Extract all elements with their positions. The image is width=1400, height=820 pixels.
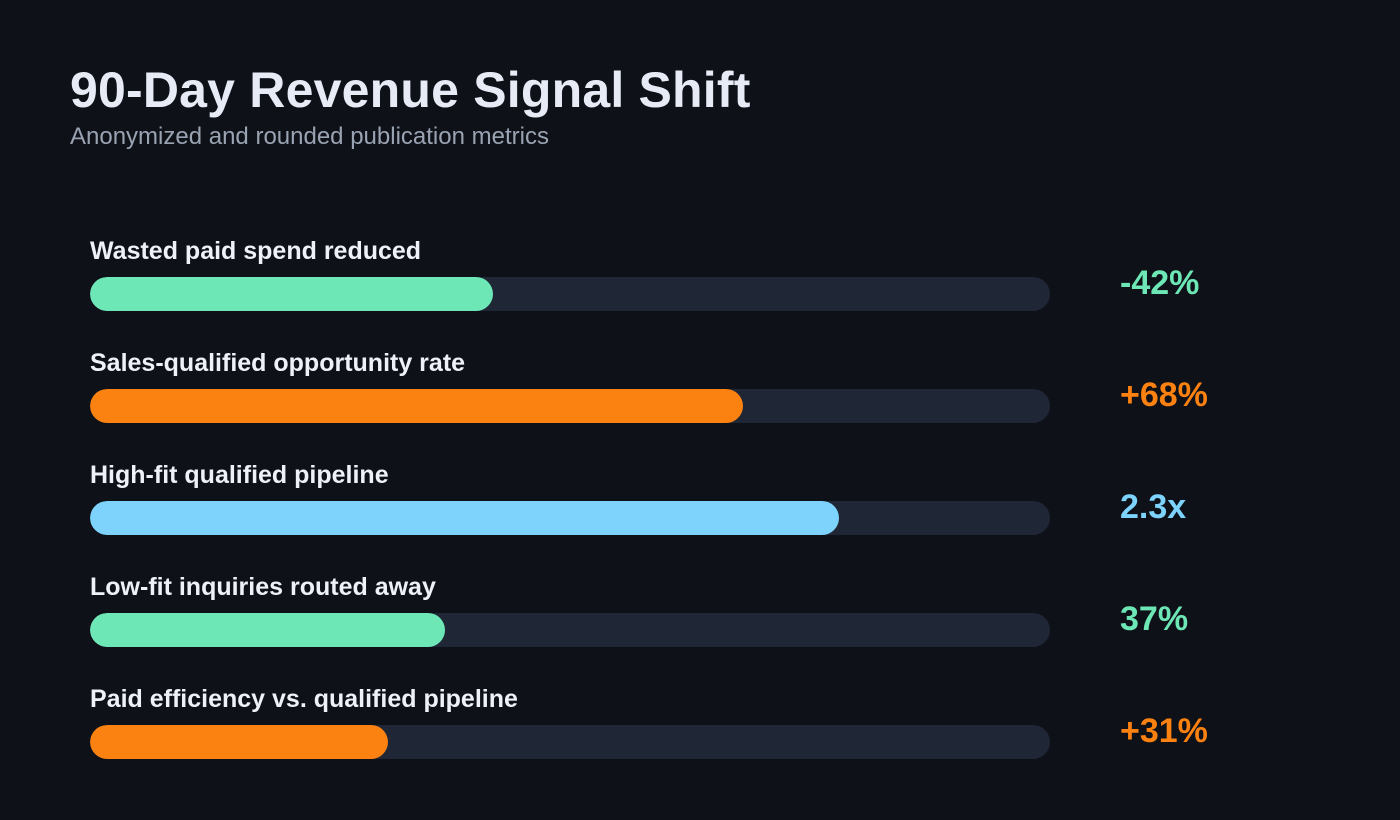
metric-label: Paid efficiency vs. qualified pipeline bbox=[90, 685, 518, 713]
bar-fill bbox=[90, 277, 493, 311]
metric-row: Wasted paid spend reduced -42% bbox=[90, 236, 1290, 326]
metric-row: High-fit qualified pipeline 2.3x bbox=[90, 460, 1290, 550]
metric-row: Low-fit inquiries routed away 37% bbox=[90, 572, 1290, 662]
metric-row: Sales-qualified opportunity rate +68% bbox=[90, 348, 1290, 438]
bar-track bbox=[90, 501, 1050, 535]
metric-value-label: +31% bbox=[1120, 712, 1208, 750]
metric-value-label: -42% bbox=[1120, 264, 1200, 302]
bar-fill bbox=[90, 613, 445, 647]
metric-label: High-fit qualified pipeline bbox=[90, 461, 389, 489]
bar-fill bbox=[90, 389, 743, 423]
bar-fill bbox=[90, 501, 839, 535]
bar-track bbox=[90, 725, 1050, 759]
metric-value-label: 37% bbox=[1120, 600, 1189, 638]
chart-title: 90-Day Revenue Signal Shift bbox=[70, 62, 751, 118]
metric-value-label: +68% bbox=[1120, 376, 1208, 414]
bar-track bbox=[90, 389, 1050, 423]
metric-label: Wasted paid spend reduced bbox=[90, 237, 422, 265]
metric-value-label: 2.3x bbox=[1120, 488, 1187, 526]
metric-row: Paid efficiency vs. qualified pipeline +3… bbox=[90, 684, 1290, 774]
bar-track bbox=[90, 277, 1050, 311]
chart-subtitle: Anonymized and rounded publication metri… bbox=[70, 123, 549, 150]
metric-label: Sales-qualified opportunity rate bbox=[90, 349, 466, 377]
metric-label: Low-fit inquiries routed away bbox=[90, 573, 436, 601]
bar-fill bbox=[90, 725, 388, 759]
bar-track bbox=[90, 613, 1050, 647]
